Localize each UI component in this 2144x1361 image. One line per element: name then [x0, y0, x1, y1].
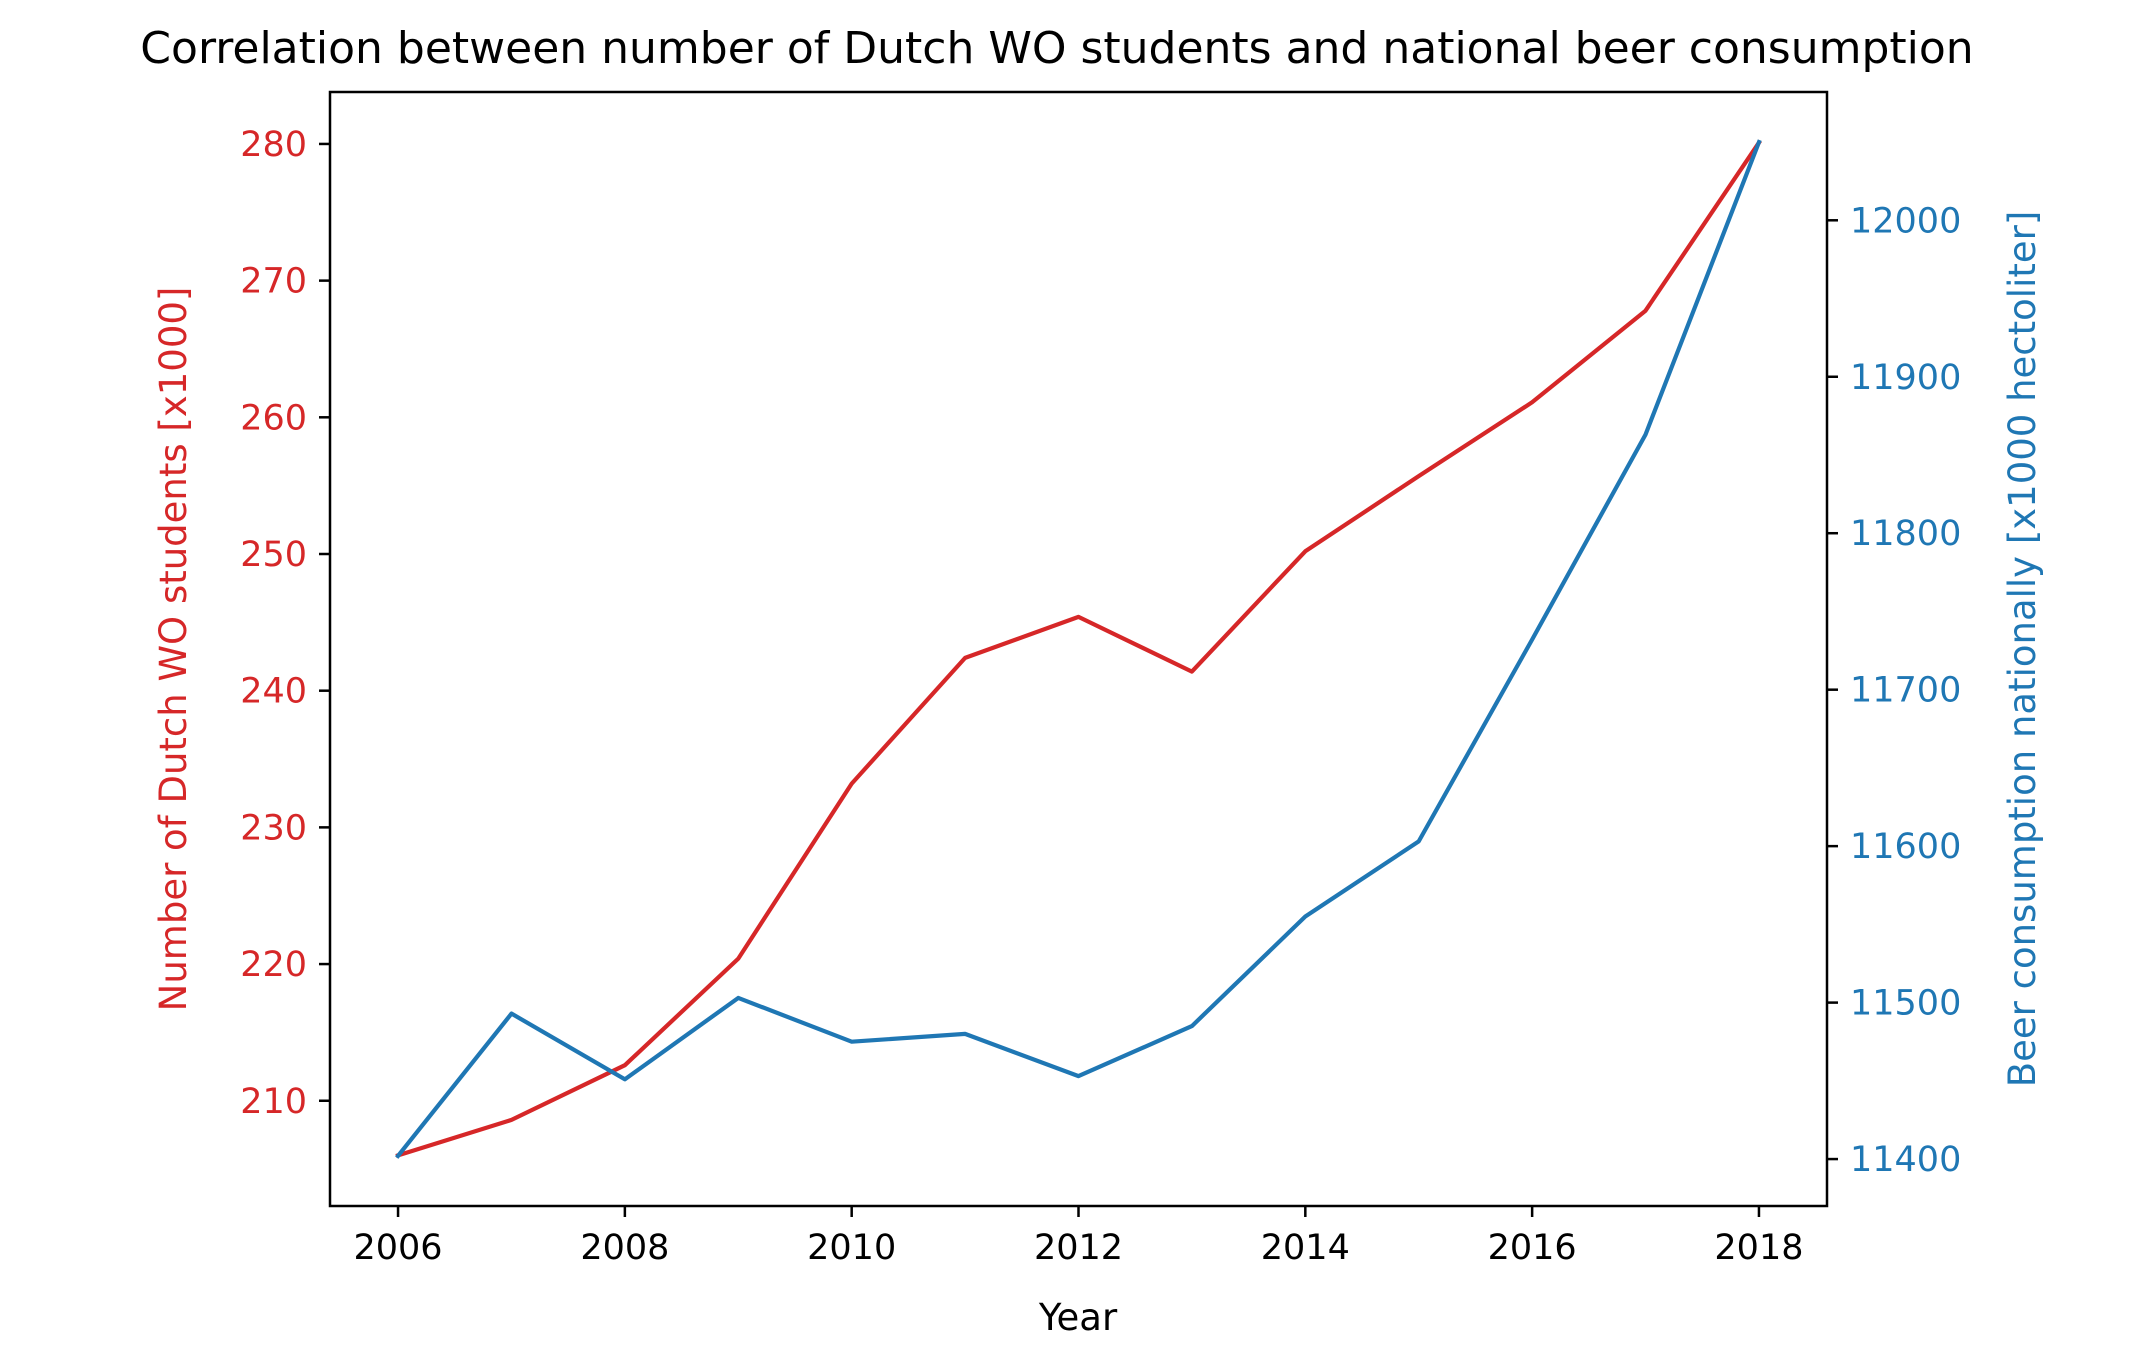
plot-area [395, 139, 1762, 1159]
y-left-tick-label: 230 [240, 808, 307, 848]
x-tick-label: 2016 [1488, 1228, 1577, 1268]
y-left-tick-label: 250 [240, 535, 307, 575]
x-tick-label: 2018 [1714, 1228, 1803, 1268]
y-right-tick-label: 11900 [1850, 358, 1961, 398]
y-right-tick-label: 11500 [1850, 984, 1961, 1024]
x-tick-label: 2010 [807, 1228, 896, 1268]
y-axis-right: 11400 11500 11600 11700 11800 11900 12000 [1827, 201, 1961, 1180]
y-axis-right-label: Beer consumption nationally [x1000 hecto… [2001, 211, 2044, 1088]
y-left-tick-label: 280 [240, 125, 307, 165]
y-axis-left-label: Number of Dutch WO students [x1000] [152, 287, 195, 1012]
chart-title: Correlation between number of Dutch WO s… [140, 23, 1973, 74]
beer-series-line [395, 139, 1762, 1159]
y-right-tick-label: 11400 [1850, 1140, 1961, 1180]
y-left-tick-label: 260 [240, 398, 307, 438]
y-right-tick-label: 11600 [1850, 827, 1961, 867]
x-tick-label: 2012 [1034, 1228, 1123, 1268]
x-axis: 2006 2008 2010 2012 2014 2016 2018 [354, 1206, 1803, 1268]
x-axis-label: Year [1038, 1296, 1118, 1339]
y-right-tick-label: 11800 [1850, 514, 1961, 554]
y-left-tick-label: 210 [240, 1082, 307, 1122]
students-series-line [395, 139, 1762, 1159]
x-tick-label: 2008 [580, 1228, 669, 1268]
y-left-tick-label: 220 [240, 945, 307, 985]
y-right-tick-label: 11700 [1850, 671, 1961, 711]
y-axis-left: 210 220 230 240 250 260 270 280 [240, 125, 330, 1122]
y-left-tick-label: 240 [240, 672, 307, 712]
y-left-tick-label: 270 [240, 262, 307, 302]
x-tick-label: 2006 [354, 1228, 443, 1268]
y-right-tick-label: 12000 [1850, 201, 1961, 241]
x-tick-label: 2014 [1261, 1228, 1350, 1268]
